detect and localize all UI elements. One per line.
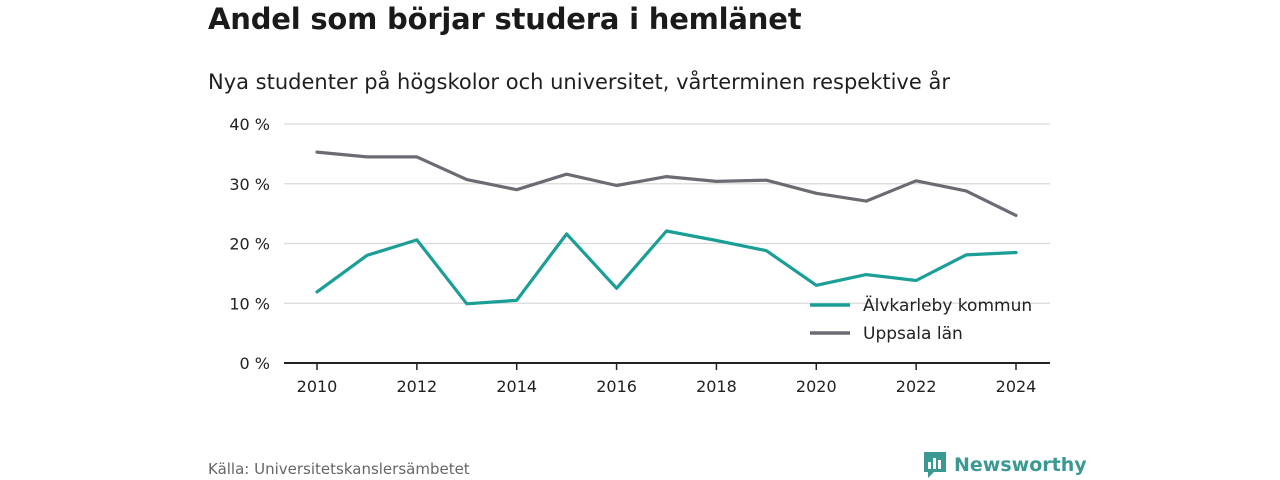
source-note: Källa: Universitetskanslersämbetet xyxy=(208,460,470,478)
chart-title: Andel som börjar studera i hemlänet xyxy=(208,2,802,36)
series-lines xyxy=(315,150,1018,306)
legend-label: Älvkarleby kommun xyxy=(863,295,1032,316)
x-tick-label: 2024 xyxy=(996,377,1037,396)
x-tick-label: 2014 xyxy=(496,377,537,396)
y-tick-label: 30 % xyxy=(229,175,270,194)
y-tick-label: 20 % xyxy=(229,235,270,254)
y-axis-ticks: 0 % 10 % 20 % 30 % 40 % xyxy=(229,115,270,373)
y-tick-label: 40 % xyxy=(229,115,270,134)
x-tick-label: 2018 xyxy=(696,377,737,396)
x-axis-ticks: 2010 2012 2014 2016 2018 2020 2022 2024 xyxy=(297,363,1037,396)
chart-subtitle: Nya studenter på högskolor och universit… xyxy=(208,70,950,94)
x-tick-label: 2022 xyxy=(896,377,937,396)
series-line-0 xyxy=(315,229,1018,306)
brand-logo: Newsworthy xyxy=(922,450,1087,480)
series-line-1 xyxy=(315,150,1018,217)
legend: Älvkarleby kommun Uppsala län xyxy=(810,295,1032,344)
grid-lines xyxy=(284,123,1050,304)
y-tick-label: 0 % xyxy=(240,354,270,373)
brand-name: Newsworthy xyxy=(954,454,1087,476)
x-tick-label: 2012 xyxy=(396,377,437,396)
legend-label: Uppsala län xyxy=(863,324,963,344)
x-tick-label: 2020 xyxy=(796,377,837,396)
y-tick-label: 10 % xyxy=(229,294,270,313)
x-tick-label: 2010 xyxy=(297,377,338,396)
x-tick-label: 2016 xyxy=(596,377,637,396)
newsworthy-logo-icon xyxy=(924,452,946,478)
